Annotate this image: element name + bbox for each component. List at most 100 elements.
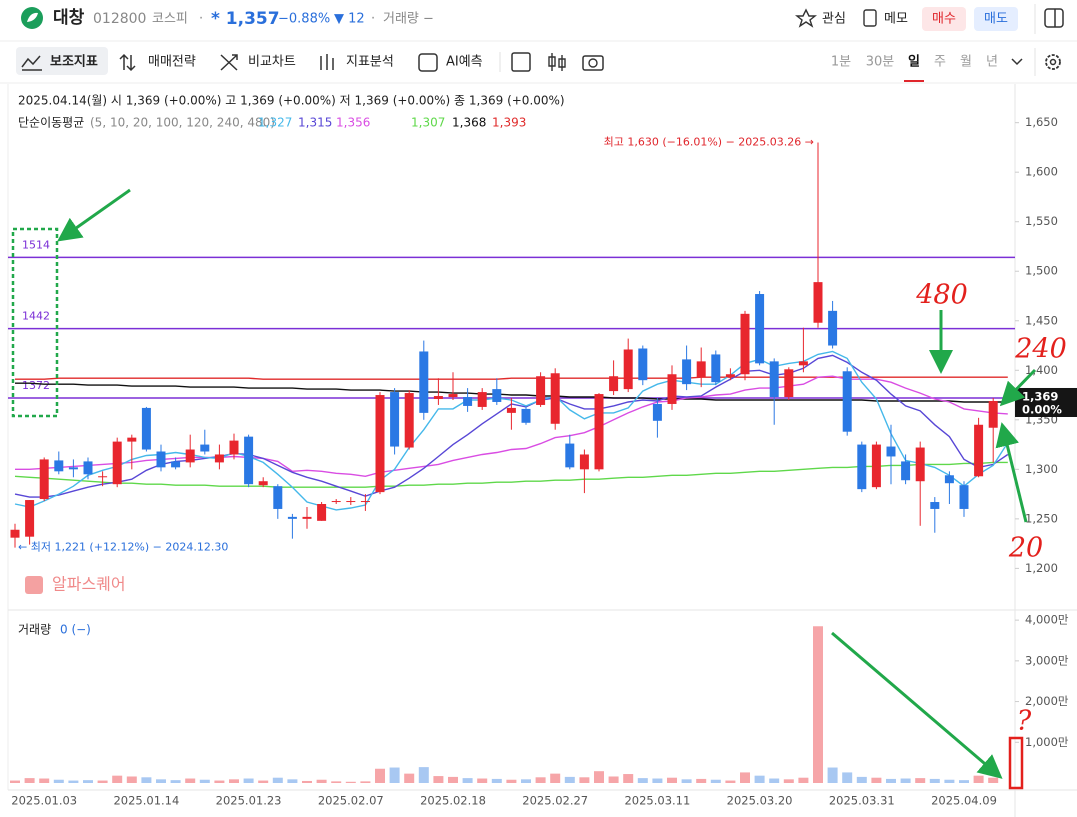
volume-bar bbox=[185, 778, 196, 783]
handwriting: 480 bbox=[915, 280, 968, 311]
separator: · bbox=[199, 12, 203, 27]
memo-button[interactable]: 메모 bbox=[884, 12, 908, 27]
y-tick-label: 1,500 bbox=[1025, 264, 1058, 278]
volume-bar bbox=[477, 778, 488, 783]
volume-tick-label: 2,000만 bbox=[1025, 694, 1069, 708]
candle-body bbox=[828, 310, 838, 346]
volume-bar bbox=[112, 775, 123, 783]
sell-button-bg[interactable] bbox=[974, 7, 1018, 31]
candle-body bbox=[930, 502, 940, 509]
chevron[interactable] bbox=[1011, 58, 1023, 66]
volume-bar bbox=[433, 776, 444, 783]
handwriting: 20 bbox=[1008, 533, 1043, 564]
y-tick-label: 1,300 bbox=[1025, 462, 1058, 476]
low-note: ← 최저 1,221 (+12.12%) − 2024.12.30 bbox=[18, 541, 228, 554]
x-tick-label: 2025.02.18 bbox=[420, 794, 486, 808]
settings-icon[interactable] bbox=[1045, 54, 1061, 70]
candle-body bbox=[287, 516, 297, 519]
candle-body bbox=[652, 403, 662, 421]
volume-bar bbox=[900, 778, 911, 783]
watermark-icon bbox=[25, 576, 43, 594]
volume-bar bbox=[272, 777, 283, 783]
candle-body bbox=[536, 376, 546, 405]
star-icon[interactable] bbox=[795, 8, 817, 28]
volume-bar bbox=[214, 780, 225, 783]
candle-body bbox=[871, 444, 881, 488]
shape-icon[interactable] bbox=[511, 52, 531, 72]
volume-tick-label: 1,000만 bbox=[1025, 735, 1069, 749]
candle-body bbox=[959, 485, 969, 509]
candle-body bbox=[244, 436, 254, 485]
candle-body bbox=[798, 361, 808, 366]
candle-body bbox=[944, 475, 954, 484]
panel-icon[interactable] bbox=[1044, 8, 1064, 28]
volume-bar bbox=[769, 778, 780, 783]
annotation-arrow bbox=[831, 631, 1003, 779]
volume-bar bbox=[258, 780, 269, 783]
camera-lens bbox=[588, 58, 598, 68]
ai-icon bbox=[418, 53, 438, 72]
change-pct: −0.88% bbox=[278, 12, 330, 27]
tool[interactable]: 지표분석 bbox=[346, 55, 394, 70]
x-tick-label: 2025.02.27 bbox=[522, 794, 588, 808]
ma-legend-value: 1,368 bbox=[452, 116, 486, 130]
sell-button[interactable]: 매도 bbox=[984, 12, 1008, 27]
volume-bar bbox=[462, 778, 473, 783]
candle-body bbox=[609, 376, 619, 392]
candle-body bbox=[506, 407, 516, 413]
y-tick-label: 1,200 bbox=[1025, 561, 1058, 575]
candle-body bbox=[127, 437, 137, 442]
candle-body bbox=[477, 392, 487, 407]
moving-average bbox=[14, 461, 1008, 488]
x-tick-label: 2025.01.03 bbox=[11, 794, 77, 808]
candle-body bbox=[448, 394, 458, 398]
candle-body bbox=[901, 461, 911, 481]
period-tab[interactable]: 일 bbox=[908, 55, 920, 70]
tool[interactable]: 비교차트 bbox=[248, 55, 296, 70]
buy-button[interactable]: 매수 bbox=[932, 12, 956, 27]
volume-bar bbox=[944, 779, 955, 783]
period-tab[interactable]: 년 bbox=[986, 55, 998, 70]
candle-body bbox=[200, 444, 210, 452]
watch-button[interactable]: 관심 bbox=[822, 12, 846, 27]
volume-bar bbox=[316, 779, 327, 783]
volume-bar bbox=[360, 781, 371, 783]
volume-bar bbox=[199, 779, 210, 783]
candle-body bbox=[141, 407, 151, 450]
tool[interactable]: 매매전략 bbox=[148, 55, 196, 70]
annotation-box bbox=[11, 227, 59, 418]
tool[interactable]: AI예측 bbox=[446, 55, 483, 70]
ma-legend-value: 1,356 bbox=[336, 116, 370, 130]
volume-text: 거래량 − bbox=[383, 12, 434, 27]
candle-body bbox=[419, 351, 429, 413]
buy-button-bg[interactable] bbox=[922, 7, 966, 31]
volume-bar bbox=[681, 779, 692, 783]
y-tick-label: 1,250 bbox=[1025, 511, 1058, 525]
period-tab[interactable]: 30분 bbox=[866, 55, 895, 70]
logo-leaf bbox=[27, 12, 38, 22]
active-tool-bg[interactable] bbox=[16, 47, 108, 75]
candle-icon[interactable] bbox=[548, 53, 566, 71]
candle-body bbox=[273, 486, 283, 509]
volume-bar bbox=[156, 779, 166, 783]
ma-legend-value: 1,393 bbox=[492, 116, 526, 130]
camera-icon[interactable] bbox=[582, 55, 604, 71]
period-tab[interactable]: 주 bbox=[934, 55, 946, 70]
period-tab[interactable]: 월 bbox=[960, 55, 972, 70]
tool[interactable]: 보조지표 bbox=[50, 55, 98, 70]
ma-legend-value: 1,307 bbox=[411, 116, 445, 130]
volume-bar bbox=[652, 778, 663, 783]
candle-body bbox=[156, 451, 166, 468]
x-tick-label: 2025.01.14 bbox=[113, 794, 179, 808]
x-tick-label: 2025.03.31 bbox=[829, 794, 895, 808]
moving-average bbox=[15, 375, 1008, 478]
volume-bar bbox=[229, 779, 239, 783]
period-tab[interactable]: 1분 bbox=[831, 55, 851, 70]
candle-body bbox=[623, 349, 633, 390]
strategy-icon bbox=[119, 53, 136, 72]
candle-body bbox=[755, 294, 765, 364]
memo-icon[interactable] bbox=[863, 9, 877, 27]
last-price-box bbox=[1015, 387, 1077, 417]
handwriting: ? bbox=[1017, 706, 1032, 737]
